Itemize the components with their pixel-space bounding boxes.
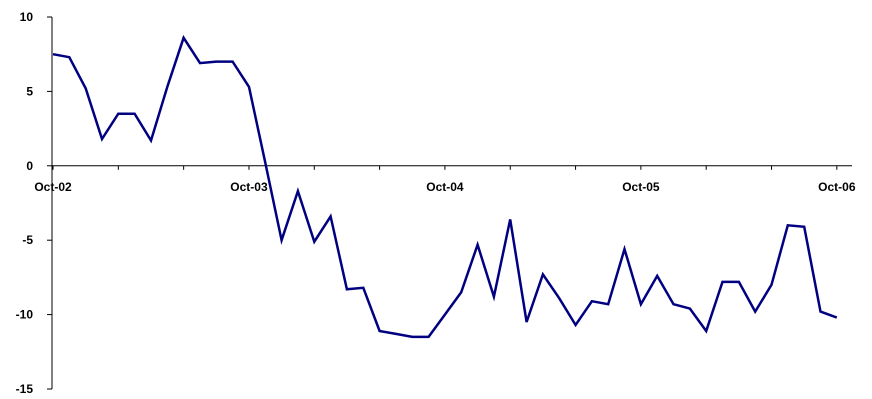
x-tick-label: Oct-05 [622,180,660,194]
y-tick-label: 0 [26,159,33,173]
x-tick-label: Oct-06 [818,180,856,194]
series-line [52,34,838,339]
y-tick-label: 5 [26,84,33,98]
y-tick-label: -15 [16,382,34,396]
x-axis: Oct-02 Oct-03 Oct-04 Oct-05 Oct-06 [34,165,856,194]
y-axis: 10 5 0 -5 -10 -15 [16,10,53,396]
series-group [52,34,838,339]
y-tick-label: -10 [16,308,34,322]
y-tick-label: 10 [20,10,34,24]
x-tick-label: Oct-02 [34,180,72,194]
y-tick-label: -5 [22,233,33,247]
x-tick-label: Oct-03 [230,180,268,194]
x-tick-label: Oct-04 [426,180,464,194]
